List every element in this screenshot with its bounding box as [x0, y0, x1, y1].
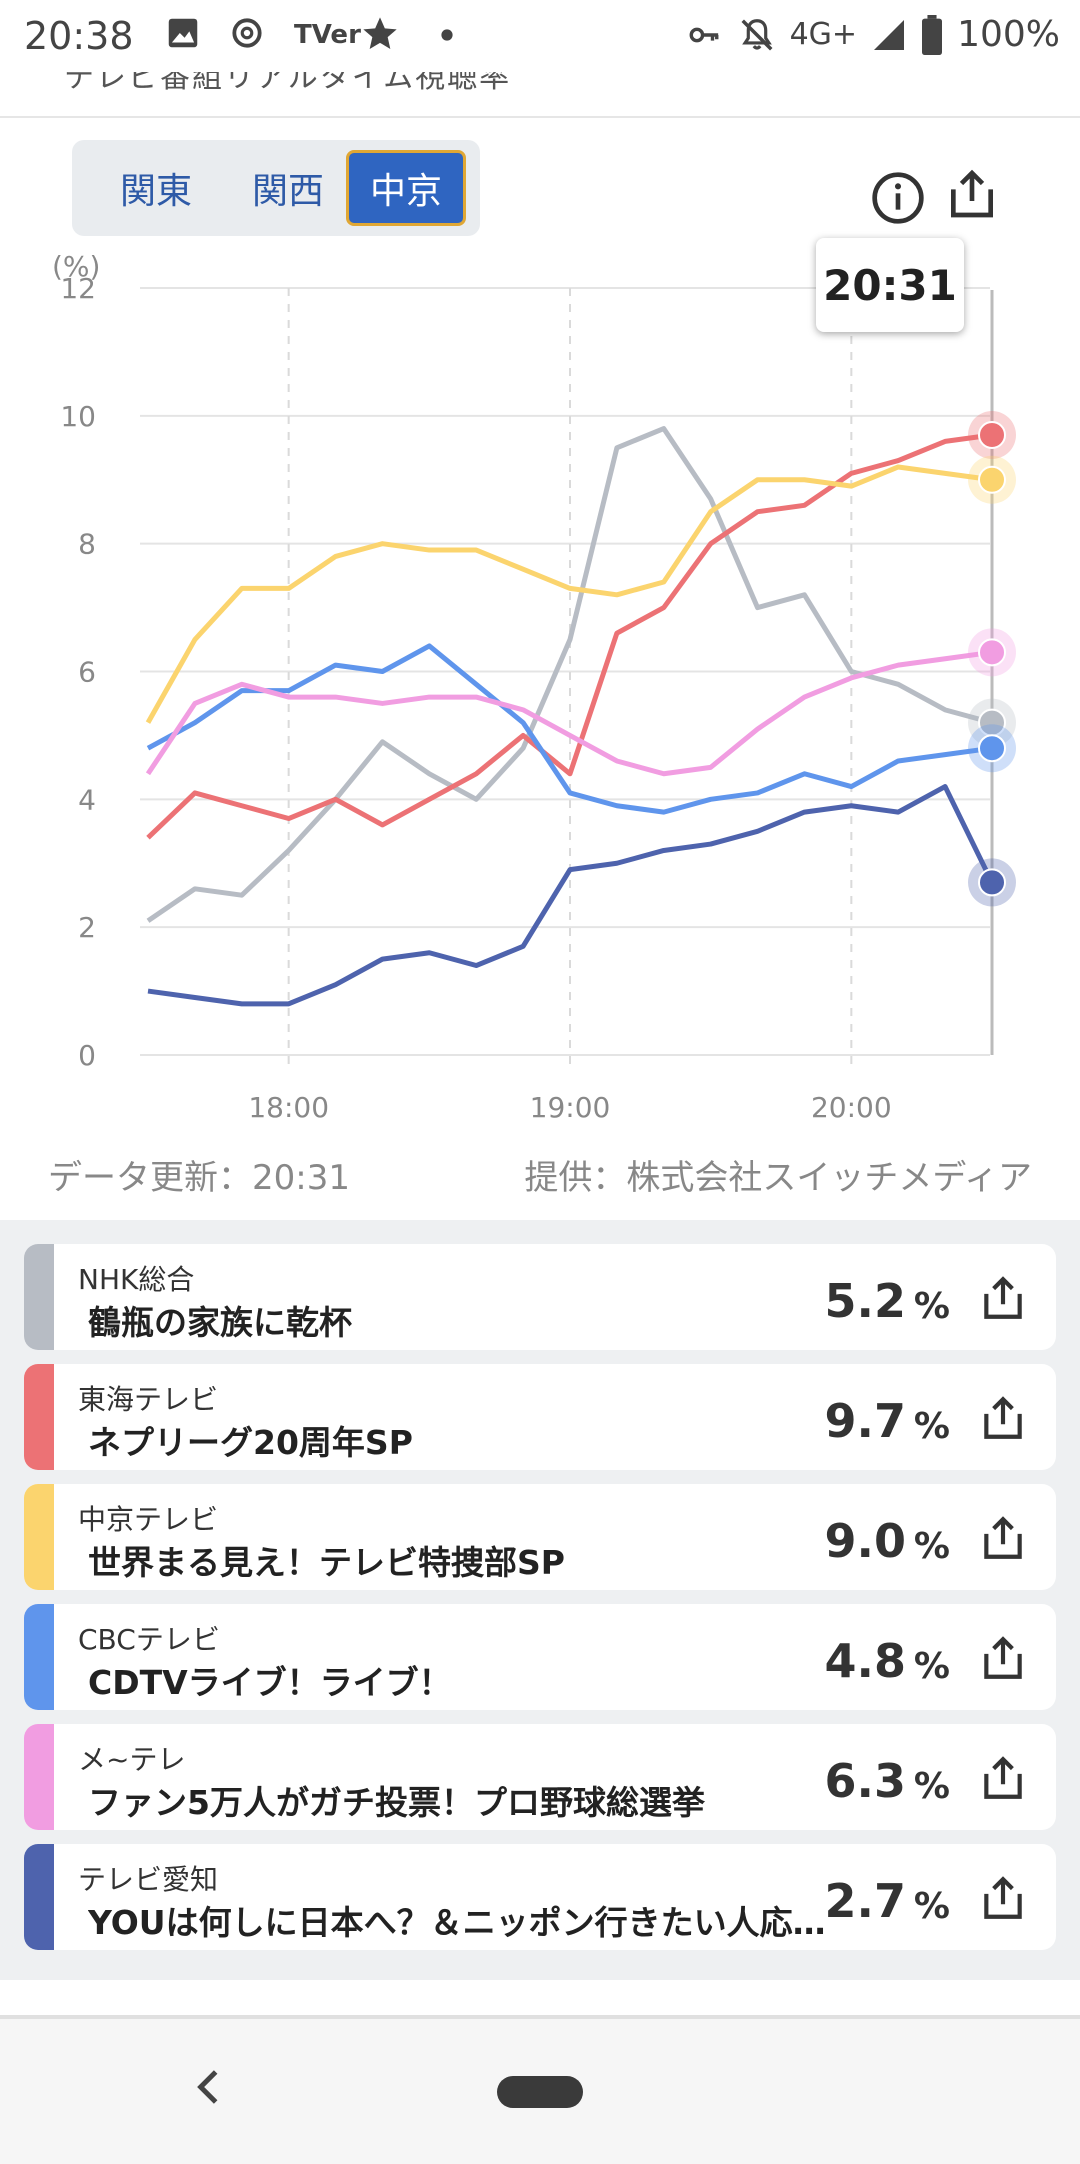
program-card[interactable]: 東海テレビネプリーグ20周年SP 9.7%: [24, 1364, 1056, 1470]
share-icon[interactable]: [944, 166, 1000, 222]
station-color-bar: [24, 1604, 54, 1710]
y-tick-label: 2: [78, 911, 96, 944]
rating-value: 6.3: [824, 1754, 907, 1808]
series-line: [145, 649, 993, 777]
status-time: 20:38: [24, 14, 134, 58]
home-pill-icon[interactable]: [497, 2076, 583, 2108]
share-icon[interactable]: [978, 1632, 1028, 1684]
station-color-bar: [24, 1244, 54, 1350]
provider: 提供：株式会社スイッチメディア: [524, 1158, 1032, 1198]
program-title: ネプリーグ20周年SP: [88, 1423, 413, 1462]
rating-value: 9.0: [824, 1514, 907, 1568]
series-line: [146, 432, 993, 840]
rating-value: 4.8: [824, 1634, 907, 1688]
status-bar: 20:38 TVer 4G+ 100%: [0, 0, 1080, 72]
tver-icon: TVer: [294, 20, 361, 50]
program-card[interactable]: メ~テレファン5万人がガチ投票！プロ野球総選挙 6.3%: [24, 1724, 1056, 1830]
series-line: [146, 426, 993, 923]
series-line: [146, 643, 993, 815]
program-title: ファン5万人がガチ投票！プロ野球総選挙: [88, 1783, 705, 1822]
rating-unit: %: [913, 1286, 950, 1327]
y-tick-label: 10: [60, 400, 96, 433]
battery-icon: [922, 14, 943, 55]
series-line: [147, 784, 995, 1007]
page-header: テレビ番組リアルタイム視聴率: [0, 72, 1080, 118]
rating-unit: %: [913, 1886, 950, 1927]
chart-meta: データ更新：20:31 提供：株式会社スイッチメディア: [48, 1150, 1032, 1199]
share-icon[interactable]: [978, 1272, 1028, 1324]
share-icon[interactable]: [978, 1872, 1028, 1924]
nav-bar: [0, 2015, 1080, 2164]
threads-icon: [232, 18, 262, 48]
rating-unit: %: [913, 1526, 950, 1567]
bell-off-icon: [741, 18, 773, 50]
y-axis-label: (%): [52, 250, 100, 283]
series-endpoints: [968, 411, 1016, 907]
station-color-bar: [24, 1844, 54, 1950]
rating-chart: (%) 0 2 4 6 8 10 12 18:00 19:00 20:00: [52, 250, 1016, 1124]
station-name: NHK総合: [78, 1263, 195, 1296]
data-updated: データ更新：20:31: [48, 1158, 350, 1198]
program-card[interactable]: テレビ愛知 YOUは何しに日本へ？＆ニッポン行きたい人応援団 2.7%: [24, 1844, 1056, 1950]
back-icon[interactable]: [192, 2067, 226, 2107]
y-tick-label: 6: [78, 656, 96, 689]
share-icon[interactable]: [978, 1752, 1028, 1804]
rating-value: 5.2: [824, 1274, 907, 1328]
key-icon: [689, 27, 719, 42]
x-tick-label: 19:00: [530, 1091, 611, 1124]
station-color-bar: [24, 1484, 54, 1590]
endpoint-dot: [978, 465, 1006, 494]
info-icon[interactable]: [870, 170, 926, 226]
share-icon[interactable]: [978, 1512, 1028, 1564]
star-icon: [363, 17, 397, 49]
page-title: テレビ番組リアルタイム視聴率: [64, 72, 512, 95]
program-card[interactable]: NHK総合鶴瓶の家族に乾杯 5.2%: [24, 1244, 1056, 1350]
rating-value: 2.7: [824, 1874, 907, 1928]
rating-unit: %: [913, 1406, 950, 1447]
network-type: 4G+: [789, 17, 858, 52]
image-icon: [168, 18, 198, 48]
endpoint-dot: [978, 734, 1006, 763]
program-title: YOUは何しに日本へ？＆ニッポン行きたい人応援団: [88, 1903, 838, 1942]
series-line: [145, 464, 993, 724]
rating-value: 9.7: [824, 1394, 907, 1448]
station-name: メ~テレ: [78, 1743, 186, 1776]
station-name: 東海テレビ: [78, 1383, 219, 1416]
y-axis-ticks: 0 2 4 6 8 10 12: [60, 272, 96, 1072]
x-tick-label: 18:00: [248, 1091, 329, 1124]
y-tick-label: 8: [78, 528, 96, 561]
time-tooltip: 20:31: [816, 238, 964, 332]
x-axis-ticks: 18:00 19:00 20:00: [248, 1091, 891, 1124]
dot-icon: [441, 29, 453, 41]
rating-unit: %: [913, 1766, 950, 1807]
region-tabs: 関東 関西 中京: [72, 140, 480, 236]
station-color-bar: [24, 1724, 54, 1830]
program-title: CDTVライブ！ライブ！: [88, 1663, 452, 1702]
tab-kanto[interactable]: 関東: [119, 171, 192, 212]
battery-percent: 100%: [957, 14, 1060, 55]
rating-unit: %: [913, 1646, 950, 1687]
tab-kansai[interactable]: 関西: [251, 171, 324, 212]
y-tick-label: 4: [78, 783, 96, 816]
endpoint-dot: [978, 868, 1006, 897]
program-card[interactable]: CBCテレビ CDTVライブ！ライブ！ 4.8%: [24, 1604, 1056, 1710]
signal-icon: [874, 19, 905, 50]
tab-chukyo[interactable]: 中京: [346, 150, 466, 226]
y-tick-label: 0: [78, 1039, 96, 1072]
y-tick-label: 12: [60, 272, 96, 305]
series-lines: [145, 426, 995, 1007]
endpoint-dot: [978, 638, 1006, 667]
x-tick-label: 20:00: [811, 1091, 892, 1124]
program-title: 鶴瓶の家族に乾杯: [88, 1303, 352, 1342]
station-color-bar: [24, 1364, 54, 1470]
program-title: 世界まる見え！テレビ特捜部SP: [88, 1543, 565, 1582]
share-icon[interactable]: [978, 1392, 1028, 1444]
station-name: 中京テレビ: [78, 1503, 219, 1536]
endpoint-dot: [978, 421, 1006, 450]
program-card[interactable]: 中京テレビ世界まる見え！テレビ特捜部SP 9.0%: [24, 1484, 1056, 1590]
station-name: テレビ愛知: [78, 1863, 219, 1896]
station-name: CBCテレビ: [78, 1623, 220, 1656]
program-list: NHK総合 鶴瓶の家族に乾杯 5.2% 東海テレビ ネプリーグ20周年SP 9.7% 中京テ…: [0, 1220, 1080, 1980]
